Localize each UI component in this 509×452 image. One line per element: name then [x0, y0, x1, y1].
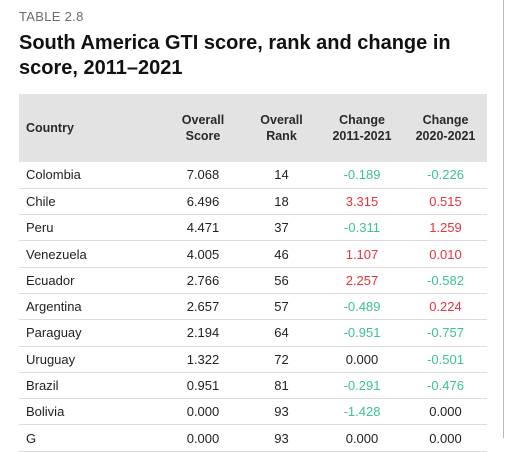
- country-cell: Brazil: [26, 378, 59, 394]
- table-row: Venezuela 4.005 46 1.107 0.010: [19, 241, 487, 268]
- change-2020-2021-cell: 0.515: [429, 193, 462, 209]
- change-2020-2021-cell: 0.000: [429, 430, 462, 446]
- overall-rank-cell: 14: [274, 167, 289, 183]
- column-header-country: Country: [26, 121, 74, 135]
- change-2020-2021-cell: -0.582: [427, 272, 464, 288]
- country-cell: Peru: [26, 220, 54, 236]
- country-cell: Venezuela: [26, 246, 87, 262]
- overall-score-cell: 4.005: [186, 246, 220, 262]
- change-2011-2021-cell: -0.311: [344, 220, 380, 236]
- country-cell: Paraguay: [26, 325, 82, 341]
- change-2020-2021-cell: -0.757: [427, 325, 464, 341]
- country-cell: Ecuador: [26, 272, 75, 288]
- page-edge-rule: [503, 0, 504, 438]
- column-header-change-2020-2021: Change 2020-2021: [415, 113, 476, 143]
- change-2020-2021-cell: 1.259: [429, 220, 462, 236]
- overall-rank-cell: 18: [274, 193, 289, 209]
- change-2020-2021-cell: -0.226: [427, 167, 464, 183]
- overall-score-cell: 6.496: [186, 193, 220, 209]
- column-header-overall-rank: Overall Rank: [260, 113, 303, 143]
- table-row: Chile 6.496 18 3.315 0.515: [19, 188, 487, 215]
- table-row: Bolivia 0.000 93 -1.428 0.000: [19, 399, 487, 425]
- overall-rank-cell: 81: [274, 378, 289, 394]
- table-body: Colombia 7.068 14 -0.189 -0.226 Chile 6.496 18 3…: [19, 162, 487, 452]
- overall-rank-cell: 93: [274, 404, 289, 420]
- change-2020-2021-cell: 0.224: [429, 299, 462, 315]
- overall-rank-cell: 93: [274, 430, 289, 446]
- table-row: Ecuador 2.766 56 2.257 -0.582: [19, 267, 487, 294]
- overall-score-cell: 2.194: [186, 325, 220, 341]
- gti-table: Country Overall Score Overall Rank Chang…: [19, 94, 487, 452]
- change-2011-2021-cell: -0.489: [343, 299, 381, 315]
- change-2011-2021-cell: -0.291: [343, 378, 381, 394]
- overall-score-cell: 4.471: [186, 220, 220, 236]
- change-2011-2021-cell: -1.428: [343, 404, 381, 420]
- table-title: South America GTI score, rank and change…: [19, 32, 451, 79]
- change-2011-2021-cell: 3.315: [345, 193, 379, 209]
- country-cell: G: [26, 430, 37, 446]
- overall-rank-cell: 37: [274, 220, 289, 236]
- overall-rank-cell: 72: [274, 351, 289, 367]
- table-row: Brazil 0.951 81 -0.291 -0.476: [19, 372, 487, 399]
- country-cell: Bolivia: [26, 404, 65, 420]
- country-cell: Uruguay: [26, 351, 76, 367]
- overall-rank-cell: 56: [274, 272, 289, 288]
- overall-rank-cell: 64: [274, 325, 289, 341]
- overall-score-cell: 2.766: [186, 272, 220, 288]
- table-label: TABLE 2.8: [19, 9, 84, 24]
- overall-rank-cell: 46: [274, 246, 289, 262]
- change-2011-2021-cell: 0.000: [345, 351, 379, 367]
- overall-score-cell: 0.951: [186, 378, 220, 394]
- change-2020-2021-cell: 0.000: [429, 404, 462, 420]
- overall-score-cell: 1.322: [186, 351, 220, 367]
- table-row: Colombia 7.068 14 -0.189 -0.226: [19, 162, 487, 189]
- change-2020-2021-cell: -0.476: [427, 378, 464, 394]
- change-2011-2021-cell: -0.189: [343, 167, 381, 183]
- table-row: Argentina 2.657 57 -0.489 0.224: [19, 293, 487, 320]
- table-row: Paraguay 2.194 64 -0.951 -0.757: [19, 320, 487, 347]
- overall-rank-cell: 57: [274, 299, 289, 315]
- table-row: Peru 4.471 37 -0.311 1.259: [19, 215, 487, 241]
- change-2020-2021-cell: 0.010: [429, 246, 462, 262]
- change-2011-2021-cell: 2.257: [345, 272, 379, 288]
- header-row: Country Overall Score Overall Rank Chang…: [19, 94, 487, 162]
- country-cell: Chile: [26, 193, 56, 209]
- table-row: G 0.000 93 0.000 0.000: [19, 425, 487, 452]
- change-2011-2021-cell: 0.000: [345, 430, 379, 446]
- column-header-change-2011-2021: Change 2011-2021: [332, 113, 392, 143]
- change-2020-2021-cell: -0.501: [427, 351, 464, 367]
- overall-score-cell: 2.657: [186, 299, 220, 315]
- table-row: Uruguay 1.322 72 0.000 -0.501: [19, 346, 487, 373]
- country-cell: Colombia: [26, 167, 81, 183]
- column-header-overall-score: Overall Score: [181, 113, 225, 143]
- country-cell: Argentina: [26, 299, 82, 315]
- overall-score-cell: 0.000: [186, 404, 220, 420]
- overall-score-cell: 7.068: [186, 167, 220, 183]
- change-2011-2021-cell: -0.951: [343, 325, 381, 341]
- change-2011-2021-cell: 1.107: [345, 246, 379, 262]
- overall-score-cell: 0.000: [186, 430, 220, 446]
